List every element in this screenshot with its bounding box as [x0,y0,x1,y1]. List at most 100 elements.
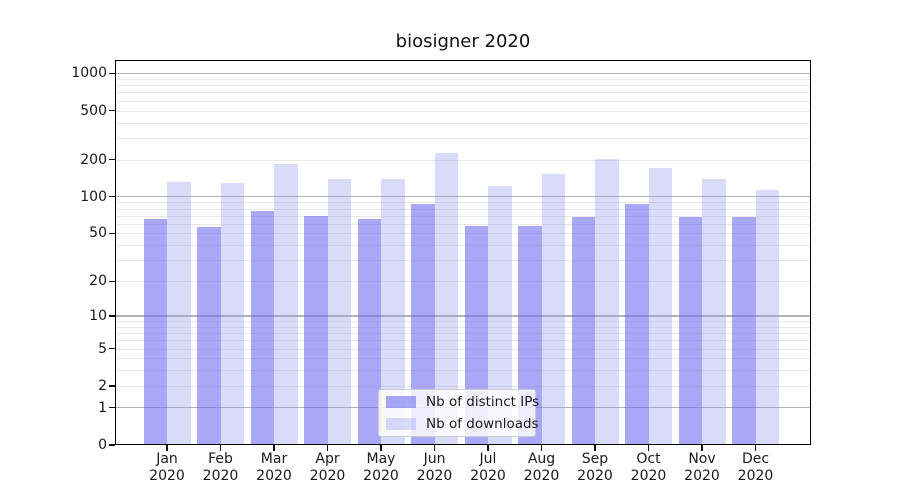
x-tick-year-mar: 2020 [256,468,292,484]
gridline-minor-8 [116,326,810,328]
x-tick-label-jun: Jun 2020 [403,451,467,485]
legend-item-distinct-ips: Nb of distinct IPs [379,391,539,413]
gridline-minor-9 [116,321,810,323]
x-tick-label-jul: Jul 2020 [456,451,520,485]
x-tick-label-aug: Aug 2020 [510,451,574,485]
x-tick-feb [219,445,222,451]
y-tick-100 [109,196,115,198]
bar-may-distinct-ips [357,218,381,445]
gridline-minor-3 [116,370,810,372]
gridline-minor-500 [116,110,810,112]
x-tick-aug [540,445,543,451]
y-tick-200 [109,158,115,161]
bar-jan-downloads [167,182,191,445]
legend: Nb of distinct IPs Nb of downloads [378,389,539,437]
legend-item-downloads: Nb of downloads [379,413,539,435]
x-tick-label-mar: Mar 2020 [242,451,306,485]
gridline-minor-30 [116,260,810,262]
y-tick-1 [109,407,115,409]
x-tick-label-apr: Apr 2020 [296,451,360,485]
x-tick-jun [433,445,436,451]
bar-apr-distinct-ips [304,216,328,445]
y-tick-label-0: 0 [98,437,107,453]
bar-oct-distinct-ips [625,204,649,445]
x-tick-year-aug: 2020 [523,468,560,484]
x-tick-label-feb: Feb 2020 [189,451,253,485]
y-tick-label-200: 200 [80,151,107,168]
gridline-minor-80 [116,208,810,210]
x-tick-nov [701,445,703,451]
legend-label-downloads: Nb of downloads [426,416,539,432]
bar-jun-downloads [434,152,458,445]
gridline-minor-900 [116,78,810,80]
x-tick-label-oct: Oct 2020 [617,451,681,485]
gridline-minor-200 [116,159,810,161]
y-tick-label-50: 50 [89,225,107,242]
y-tick-label-5: 5 [98,340,107,357]
gridline-major-10 [116,315,810,317]
y-tick-50 [109,232,115,235]
bar-nov-distinct-ips [678,217,702,445]
y-tick-label-1000: 1000 [71,65,107,82]
x-tick-year-jan: 2020 [149,468,185,484]
legend-swatch-downloads [386,418,416,430]
x-tick-dec [754,445,757,451]
bar-nov-downloads [702,179,726,445]
gridline-minor-800 [116,85,810,87]
y-tick-label-20: 20 [89,273,107,290]
gridline-minor-70 [116,215,810,217]
x-tick-year-sep: 2020 [577,468,613,484]
bar-jul-downloads [488,185,512,445]
x-tick-label-nov: Nov 2020 [670,451,734,485]
bar-feb-downloads [220,183,244,445]
gridline-minor-50 [116,233,810,235]
y-tick-label-100: 100 [80,188,107,205]
x-tick-year-jul: 2020 [470,468,506,484]
x-tick-year-feb: 2020 [202,468,239,484]
y-tick-label-500: 500 [80,102,107,119]
gridline-minor-60 [116,223,810,225]
x-tick-oct [647,445,650,451]
x-tick-sep [594,445,596,451]
y-tick-500 [109,109,115,112]
gridline-minor-400 [116,122,810,124]
gridline-minor-40 [116,245,810,247]
bar-jan-distinct-ips [143,218,167,445]
x-tick-label-jan: Jan 2020 [135,451,199,485]
y-tick-label-10: 10 [89,307,107,324]
gridline-minor-90 [116,202,810,204]
gridline-minor-7 [116,333,810,335]
x-tick-year-dec: 2020 [737,468,774,484]
chart-title: biosigner 2020 [395,31,531,52]
legend-label-distinct-ips: Nb of distinct IPs [426,394,540,410]
bar-apr-downloads [327,178,351,445]
x-tick-label-dec: Dec 2020 [724,451,788,485]
bar-sep-distinct-ips [571,217,595,445]
bar-aug-downloads [541,174,565,445]
gridline-minor-5 [116,348,810,350]
x-tick-label-may: May 2020 [349,451,413,485]
x-tick-may [380,445,382,451]
x-tick-year-apr: 2020 [309,468,346,484]
x-tick-jul [487,445,489,451]
legend-swatch-distinct-ips [386,396,416,408]
y-tick-label-2: 2 [98,377,107,394]
bar-may-downloads [381,179,405,445]
x-tick-year-may: 2020 [363,468,399,484]
gridline-minor-300 [116,137,810,139]
y-tick-2 [109,385,115,387]
y-tick-5 [109,347,115,350]
gridline-minor-600 [116,100,810,102]
bar-oct-downloads [648,168,672,445]
x-tick-apr [326,445,329,451]
y-tick-label-1: 1 [98,399,107,416]
y-tick-1000 [109,72,115,74]
gridline-major-100 [116,196,810,198]
x-tick-year-jun: 2020 [416,468,453,484]
gridline-minor-20 [116,281,810,283]
y-tick-0 [109,444,115,446]
x-tick-label-sep: Sep 2020 [563,451,627,485]
y-tick-10 [109,315,115,317]
bar-mar-distinct-ips [250,211,274,445]
